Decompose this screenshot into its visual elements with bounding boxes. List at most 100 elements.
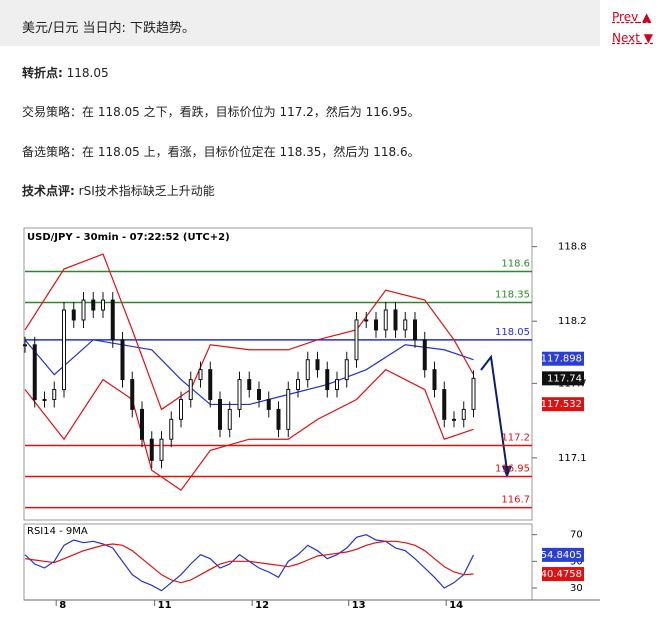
alt-strategy: 备选策略：在 118.05 上，看涨，目标价位定在 118.35，然后为 118… xyxy=(22,143,420,160)
price-body xyxy=(188,379,193,400)
rsi-tick-label: 70 xyxy=(570,530,583,541)
price-body xyxy=(325,369,330,391)
price-body xyxy=(23,344,27,347)
price-body xyxy=(305,359,310,381)
price-body xyxy=(374,319,378,331)
price-body xyxy=(296,379,300,391)
price-body xyxy=(149,438,154,461)
value-box-label: 40.4758 xyxy=(541,569,582,580)
price-body xyxy=(140,408,144,440)
price-body xyxy=(247,379,252,391)
forecast-arrowhead xyxy=(502,466,512,478)
price-body xyxy=(432,369,437,391)
y-tick-label: 118.8 xyxy=(558,242,587,253)
price-body xyxy=(237,379,242,410)
price-frame xyxy=(23,227,533,521)
forecast-arrow xyxy=(480,354,508,471)
price-body xyxy=(383,309,388,331)
price-body xyxy=(335,379,339,391)
x-tick-label: 11 xyxy=(158,600,172,611)
price-body xyxy=(120,339,125,381)
value-box-label: 117.74 xyxy=(547,373,582,384)
prev-text[interactable]: Prev xyxy=(612,10,639,24)
value-box-label: 117.532 xyxy=(541,399,582,410)
x-tick-label: 12 xyxy=(255,600,269,611)
y-tick-label: 117.1 xyxy=(558,453,587,464)
price-body xyxy=(354,319,359,361)
price-body xyxy=(208,369,213,400)
value-box xyxy=(542,371,584,386)
price-body xyxy=(42,398,47,401)
header: 美元/日元 当日内: 下跌趋势。 xyxy=(0,0,600,46)
rsi-frame xyxy=(23,523,533,601)
level-label: 117.2 xyxy=(501,432,530,443)
comment-label: 技术点评: xyxy=(22,184,75,198)
level-label: 116.7 xyxy=(501,495,530,506)
price-body xyxy=(91,299,96,311)
indicator-line xyxy=(24,253,475,411)
header-title: 美元/日元 当日内: 下跌趋势。 xyxy=(22,21,196,36)
price-body xyxy=(218,398,222,430)
price-body xyxy=(344,359,349,381)
pivot-text: 118.05 xyxy=(66,66,109,80)
rsi-title: RSI14 - 9MA xyxy=(27,526,88,537)
price-body xyxy=(52,389,57,400)
prev-link[interactable]: Prev ▲ xyxy=(612,10,652,24)
x-tick-label: 14 xyxy=(449,600,463,611)
chart-title: USD/JPY - 30min - 07:22:52 (UTC+2) xyxy=(27,232,230,243)
price-body xyxy=(101,299,105,311)
y-tick-label: 118.2 xyxy=(558,316,587,327)
price-body xyxy=(32,344,37,400)
price-body xyxy=(266,398,271,410)
level-label: 118.05 xyxy=(495,327,530,338)
strategy: 交易策略：在 118.05 之下，看跌，目标价位为 117.2，然后为 116.… xyxy=(22,103,420,120)
indicator-line xyxy=(24,368,474,492)
next-link[interactable]: Next ▼ xyxy=(612,31,654,45)
price-body xyxy=(452,418,456,421)
rsi-line xyxy=(24,540,474,584)
price-body xyxy=(403,319,408,331)
price-body xyxy=(227,408,232,430)
level-label: 116.95 xyxy=(495,464,530,475)
price-body xyxy=(198,369,203,381)
price-body xyxy=(159,438,164,461)
price-body xyxy=(393,309,398,331)
comment-text: rSI技术指标缺乏上升动能 xyxy=(78,184,215,198)
price-body xyxy=(364,319,369,322)
value-box-label: 117.898 xyxy=(541,354,582,365)
next-text[interactable]: Next xyxy=(612,31,640,45)
pivot: 转折点: 118.05 xyxy=(22,64,109,81)
price-body xyxy=(71,309,76,321)
level-label: 118.35 xyxy=(495,290,530,301)
price-body xyxy=(413,319,417,341)
x-tick-label: 8 xyxy=(59,600,66,611)
price-body xyxy=(276,408,281,430)
price-body xyxy=(257,389,261,400)
comment: 技术点评: rSI技术指标缺乏上升动能 xyxy=(22,182,215,199)
price-body xyxy=(110,299,115,341)
strategy-text: 在 118.05 之下，看跌，目标价位为 117.2，然后为 116.95。 xyxy=(82,105,420,119)
price-body xyxy=(179,398,183,420)
value-box xyxy=(542,567,584,582)
value-box-label: 54.8405 xyxy=(541,550,582,561)
value-box xyxy=(542,351,584,366)
price-body xyxy=(315,359,320,371)
value-box xyxy=(542,547,584,562)
price-body xyxy=(461,408,466,420)
price-body xyxy=(442,389,447,420)
pivot-label: 转折点: xyxy=(22,66,63,80)
value-box xyxy=(542,397,584,412)
price-body xyxy=(130,379,135,410)
price-body xyxy=(471,377,476,410)
rsi-tick-label: 30 xyxy=(570,583,583,594)
price-body xyxy=(62,309,66,391)
level-label: 118.6 xyxy=(501,258,530,269)
price-body xyxy=(169,418,174,440)
price-body xyxy=(286,389,291,430)
alt-label: 备选策略： xyxy=(22,145,83,159)
x-tick-label: 13 xyxy=(352,600,366,611)
alt-text: 在 118.05 上，看涨，目标价位定在 118.35，然后为 118.6。 xyxy=(82,145,420,159)
